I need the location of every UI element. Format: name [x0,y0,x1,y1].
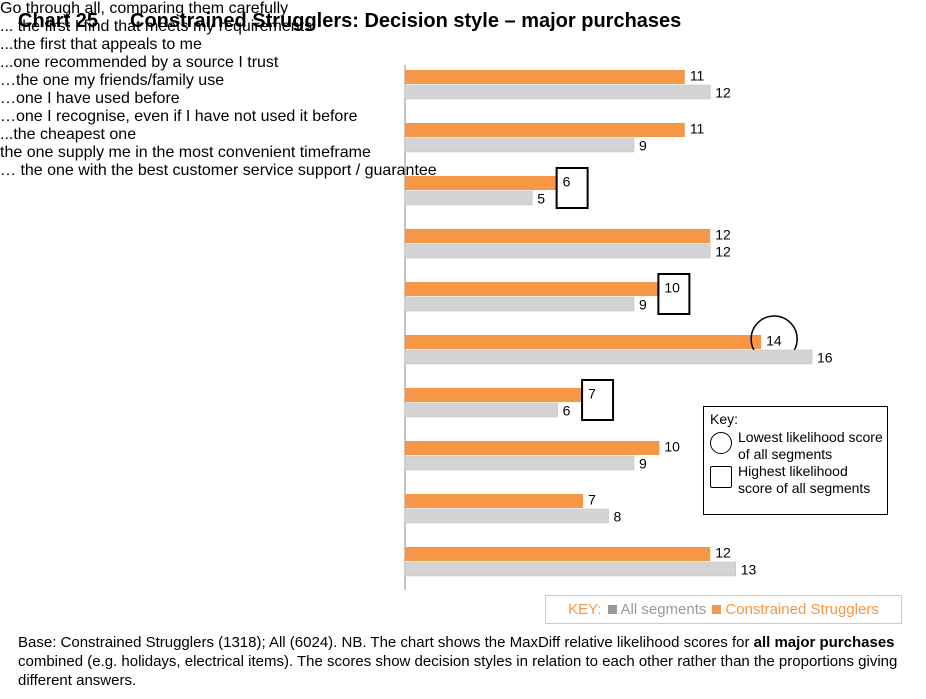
key-title: Key: [710,411,739,427]
bar [405,229,711,243]
key-circle [710,432,732,454]
category-label: …one I recognise, even if I have not use… [0,108,926,126]
category-label: Go through all, comparing them carefully [0,0,926,18]
bar [405,176,558,190]
bar [404,84,711,100]
footnote-text: Base: Constrained Strugglers (1318); All… [18,634,754,651]
bar [404,190,533,206]
value-label: 16 [817,350,833,366]
value-label: 7 [588,492,596,508]
bar [404,561,736,577]
legend: KEY: All segments Constrained Strugglers [545,595,902,624]
chart-number: Chart 25 [18,10,99,32]
value-label: 9 [639,297,647,313]
bar [404,243,711,259]
footnote-text: combined (e.g. holidays, electrical item… [18,653,898,689]
legend-label: All segments [620,601,707,618]
bar [405,70,685,84]
category-text: the one supply me in the most convenient… [0,144,371,161]
category-text: …the one my friends/family use [0,72,225,89]
bar [405,494,584,508]
category-label: ... the first I find that meets my requi… [0,18,926,36]
value-label: 6 [563,174,571,190]
value-label: 9 [639,138,647,154]
key-shapes [704,407,738,507]
bar [405,388,584,402]
legend-swatch [607,605,617,614]
category-text: …one I recognise, even if I have not use… [0,108,358,125]
value-label: 12 [715,85,731,101]
value-label: 12 [715,244,731,260]
value-label: 10 [664,439,680,455]
category-text: Go through all, comparing them carefully [0,0,289,17]
bar [405,123,685,137]
bar [404,508,609,524]
category-label: …the one my friends/family use [0,72,926,90]
bar [404,137,635,153]
category-text: …one I have used before [0,90,180,107]
value-label: 9 [639,456,647,472]
bar [405,335,762,349]
value-label: 13 [741,562,757,578]
value-label: 12 [715,227,731,243]
category-text: ...the cheapest one [0,126,137,143]
category-label: … the one with the best customer service… [0,162,926,180]
bar [404,455,635,471]
value-label: 10 [664,280,680,296]
bar [405,282,660,296]
key-square [710,466,732,488]
highlight-square [555,167,589,209]
category-label: ...the first that appeals to me [0,36,926,54]
key-label: Highest likelihood score of all segments [738,463,871,496]
key-box: Key: Lowest likelihood score of all segm… [703,406,888,515]
value-label: 14 [766,333,782,349]
key-label: Lowest likelihood score of all segments [738,429,883,462]
category-text: ...one recommended by a source I trust [0,54,279,71]
category-label: ...one recommended by a source I trust [0,54,926,72]
category-label: ...the cheapest one [0,126,926,144]
category-text: ... the first I find that meets my requi… [0,18,313,35]
footnote: Base: Constrained Strugglers (1318); All… [18,633,913,690]
legend-item: Constrained Strugglers [712,601,879,618]
highlight-square [581,379,615,421]
legend-title: KEY: [568,601,602,618]
legend-swatch [712,605,722,614]
category-text: ...the first that appeals to me [0,36,202,53]
bar [404,296,635,312]
value-label: 11 [690,68,705,84]
category-text: … the one with the best customer service… [0,162,437,179]
category-label: …one I have used before [0,90,926,108]
legend-label: Constrained Strugglers [725,601,879,618]
legend-item: All segments [607,601,707,618]
bar [405,547,711,561]
value-label: 8 [614,509,622,525]
value-label: 12 [715,545,731,561]
value-label: 6 [563,403,571,419]
value-label: 7 [588,386,596,402]
highlight-square [657,273,691,315]
value-label: 11 [690,121,705,137]
bar [404,349,813,365]
chart-title: Constrained Strugglers: Decision style –… [130,10,682,32]
value-label: 5 [537,191,545,207]
footnote-text: all major purchases [753,634,895,651]
bar [404,402,558,418]
category-label: the one supply me in the most convenient… [0,144,926,162]
bar [405,441,660,455]
